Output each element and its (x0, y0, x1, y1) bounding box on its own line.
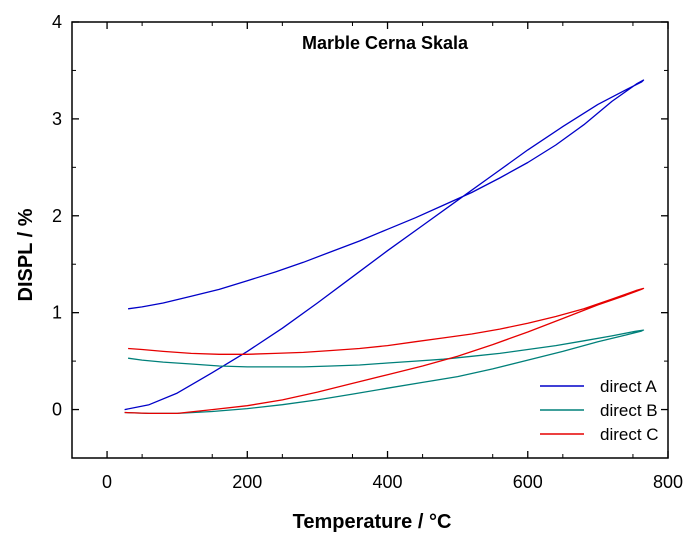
legend: direct A direct B direct C (540, 377, 659, 444)
y-tick-label: 0 (52, 400, 62, 420)
y-axis-title: DISPL / % (15, 208, 37, 301)
x-tick-label: 200 (232, 472, 262, 492)
legend-label: direct C (600, 425, 659, 444)
x-axis-title: Temperature / °C (293, 511, 452, 533)
chart-title: Marble Cerna Skala (302, 33, 469, 53)
legend-label: direct B (600, 401, 658, 420)
series-line-2 (124, 329, 645, 415)
x-tick-label: 0 (102, 472, 112, 492)
x-tick-label: 400 (373, 472, 403, 492)
y-tick-label: 4 (52, 12, 62, 32)
x-tick-label: 600 (513, 472, 543, 492)
y-tick-label: 1 (52, 303, 62, 323)
y-tick-label: 3 (52, 109, 62, 129)
x-tick-label: 800 (653, 472, 683, 492)
tick-labels: 0 200 400 600 800 0 1 2 3 4 (52, 12, 683, 492)
plot-frame (71, 21, 669, 459)
series-line-3 (124, 287, 645, 415)
legend-label: direct A (600, 377, 657, 396)
series-line-1 (124, 79, 645, 411)
y-tick-label: 2 (52, 206, 62, 226)
series-lines (124, 79, 645, 415)
axis-ticks (71, 21, 669, 459)
